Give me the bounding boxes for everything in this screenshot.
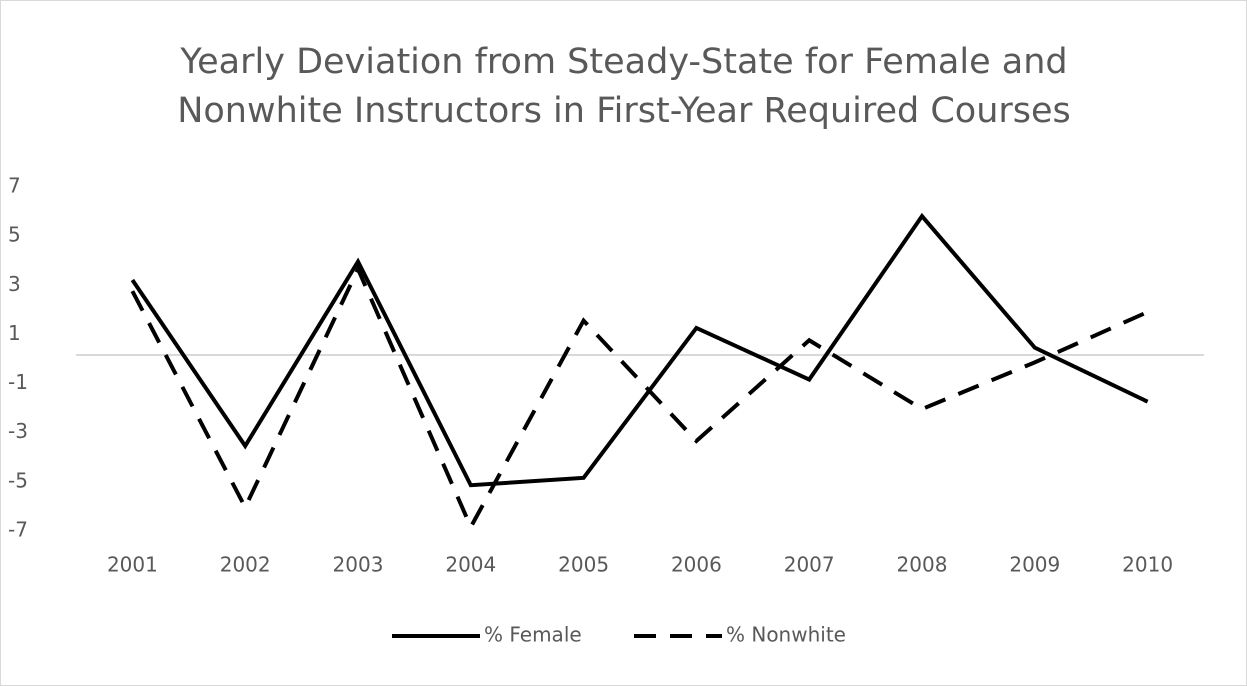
x-tick-label: 2002	[220, 553, 271, 577]
line-series	[130, 212, 1149, 488]
x-tick-label: 2005	[558, 553, 609, 577]
x-tick-label: 2008	[897, 553, 948, 577]
legend-label: % Nonwhite	[726, 623, 846, 647]
y-tick-label: 5	[8, 223, 21, 247]
y-tick-label: 3	[8, 272, 21, 296]
x-tick-label: 2007	[784, 553, 835, 577]
y-tick-label: 1	[8, 321, 21, 345]
chart-title: Yearly Deviation from Steady-State for F…	[177, 42, 1071, 131]
y-tick-label: 7	[8, 174, 21, 198]
line-series	[130, 264, 1149, 532]
x-tick-label: 2010	[1122, 553, 1173, 577]
y-tick-label: -3	[8, 419, 28, 443]
legend-label: % Female	[484, 623, 582, 647]
y-tick-label: -1	[8, 370, 28, 394]
x-tick-label: 2003	[333, 553, 384, 577]
y-tick-label: -5	[8, 468, 28, 492]
y-tick-label: -7	[8, 518, 28, 542]
x-tick-label: 2006	[671, 553, 722, 577]
x-tick-label: 2009	[1009, 553, 1060, 577]
x-tick-label: 2004	[445, 553, 496, 577]
x-tick-label: 2001	[107, 553, 158, 577]
